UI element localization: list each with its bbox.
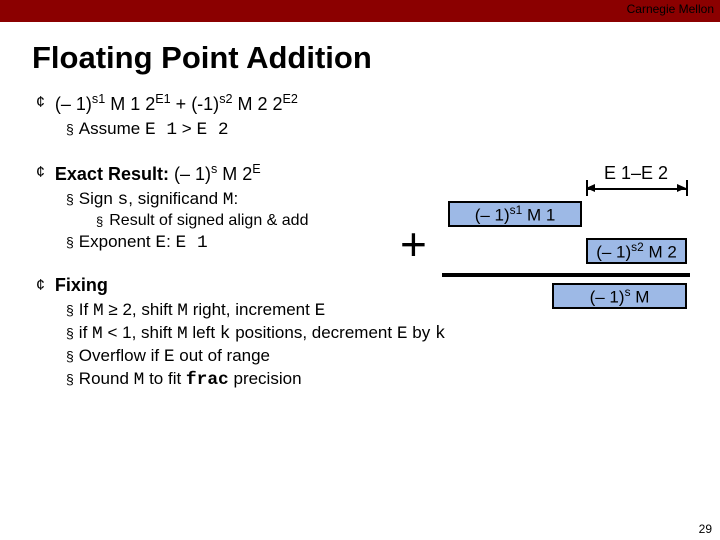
header-bar: Carnegie Mellon bbox=[0, 0, 720, 22]
f-lhs-open: (– 1) bbox=[55, 94, 92, 114]
sig-tail: : bbox=[233, 189, 238, 208]
operand-2-box: (– 1)s2 M 2 bbox=[586, 238, 687, 264]
assume-prefix: Assume bbox=[79, 119, 145, 138]
result-sub: Result of signed align & add bbox=[109, 212, 308, 230]
sign-s: s bbox=[118, 190, 129, 210]
fixing-label: Fixing bbox=[55, 275, 108, 296]
exact-lead: Exact Result: bbox=[55, 164, 174, 184]
f-rhs-baseexp: E2 bbox=[283, 92, 298, 106]
assume-gt: > bbox=[177, 119, 196, 138]
operand-1-box: (– 1)s1 M 1 bbox=[448, 201, 582, 227]
exp-val: E 1 bbox=[176, 233, 208, 253]
sig-mid: , significand bbox=[128, 189, 223, 208]
f-rhs-exp: s2 bbox=[219, 92, 232, 106]
result-box: (– 1)s M bbox=[552, 283, 687, 309]
formula-line: (– 1)s1 M 1 2E1 + (-1)s2 M 2 2E2 bbox=[36, 92, 720, 115]
f-lhs-m: M 1 bbox=[105, 94, 140, 114]
fixing-line-4: Round M to fit frac precision bbox=[66, 369, 720, 390]
f-rhs-open: (-1) bbox=[191, 94, 219, 114]
assume-e2: E 2 bbox=[196, 120, 228, 140]
e-diff-label: E 1–E 2 bbox=[604, 163, 668, 184]
arrowhead-right-icon bbox=[677, 184, 686, 192]
sum-line bbox=[442, 273, 690, 277]
assume-line: Assume E 1 > E 2 bbox=[66, 119, 720, 140]
exact-open: (– 1) bbox=[174, 164, 211, 184]
f-plus: + bbox=[171, 94, 192, 114]
sig-m: M bbox=[223, 190, 234, 210]
slide: Carnegie Mellon Floating Point Addition … bbox=[0, 0, 720, 540]
exp-tail: : bbox=[166, 232, 175, 251]
f-rhs-m: M 2 bbox=[233, 94, 268, 114]
fixing-line-2: if M < 1, shift M left k positions, decr… bbox=[66, 323, 720, 344]
sign-lead: Sign bbox=[79, 189, 118, 208]
exact-base: 2 bbox=[237, 164, 252, 184]
page-title: Floating Point Addition bbox=[32, 40, 720, 76]
exact-m: M bbox=[217, 164, 237, 184]
plus-icon: + bbox=[400, 217, 427, 271]
institution-label: Carnegie Mellon bbox=[627, 2, 714, 16]
exp-E: E bbox=[155, 233, 166, 253]
addition-diagram: E 1–E 2 (– 1)s1 M 1 (– 1)s2 M 2 + (– 1)s… bbox=[380, 165, 700, 325]
f-lhs-base: 2 bbox=[140, 94, 155, 114]
tick-right bbox=[686, 180, 688, 196]
fixing-line-3: Overflow if E out of range bbox=[66, 346, 720, 367]
page-number: 29 bbox=[699, 522, 712, 536]
e-diff-arrow-line bbox=[586, 188, 686, 190]
assume-e1: E 1 bbox=[145, 120, 177, 140]
arrowhead-left-icon bbox=[586, 184, 595, 192]
f-lhs-exp: s1 bbox=[92, 92, 105, 106]
exact-baseexp: E bbox=[252, 162, 260, 176]
f-lhs-baseexp: E1 bbox=[155, 92, 170, 106]
f-rhs-base: 2 bbox=[268, 94, 283, 114]
exp-lead: Exponent bbox=[79, 232, 156, 251]
